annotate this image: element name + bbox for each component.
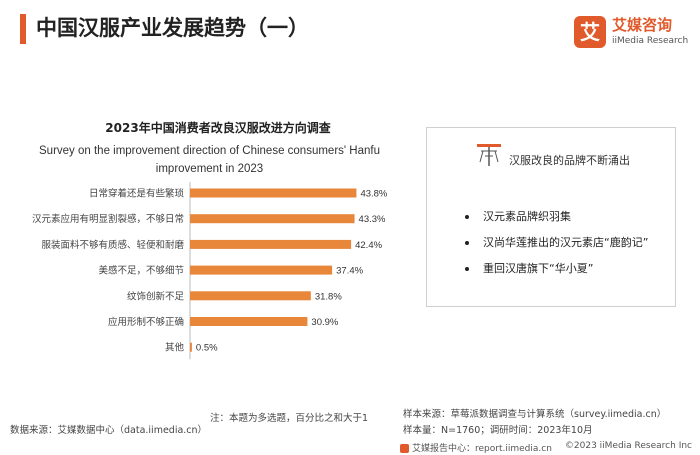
- logo-en-text: iiMedia Research: [612, 36, 689, 46]
- value-label: 0.5%: [196, 343, 218, 354]
- card-item: 汉尚华莲推出的汉元素店“鹿韵记”: [465, 234, 648, 250]
- bar: [190, 291, 311, 301]
- bar: [190, 239, 352, 249]
- report-site: 艾媒报告中心：report.iimedia.cn: [400, 441, 552, 454]
- bar-chart: 日常穿着还是有些繁琐 43.8% 汉元素应用有明显割裂感，不够日常 43.3% 服装面料…: [32, 182, 388, 360]
- bullet-icon: [465, 241, 469, 245]
- footer-bar: 艾媒报告中心：report.iimedia.cn ©2023 iiMedia R…: [0, 441, 700, 455]
- logo-badge: 艾: [574, 16, 606, 48]
- value-label: 30.9%: [311, 317, 338, 328]
- value-label: 37.4%: [336, 266, 363, 277]
- iimedia-logo: 艾 艾媒咨询 iiMedia Research: [574, 14, 692, 54]
- copyright: ©2023 iiMedia Research Inc: [564, 441, 692, 451]
- category-label: 应用形制不够正确: [108, 316, 184, 328]
- bullet-icon: [465, 267, 469, 271]
- footnote: 注：本题为多选题，百分比之和大于1: [210, 413, 369, 424]
- card-item: 汉元素品牌织羽集: [465, 208, 571, 224]
- category-label: 美感不足，不够细节: [98, 265, 184, 277]
- category-label: 服装面料不够有质感、轻便和耐磨: [41, 239, 184, 251]
- brand-card: 汉服改良的品牌不断涌出 汉元素品牌织羽集 汉尚华莲推出的汉元素店“鹿韵记” 重回…: [426, 127, 676, 307]
- category-label: 汉元素应用有明显割裂感，不够日常: [32, 213, 184, 225]
- title-accent-bar: [20, 14, 26, 44]
- value-label: 31.8%: [315, 291, 342, 302]
- category-label: 日常穿着还是有些繁琐: [89, 188, 185, 200]
- category-label: 纹饰创新不足: [127, 290, 185, 302]
- bullet-icon: [465, 215, 469, 219]
- bar: [190, 188, 357, 198]
- sample-info: 样本量：N=1760；调研时间：2023年10月: [403, 425, 593, 436]
- category-label: 其他: [165, 342, 185, 354]
- chart-subtitle: Survey on the improvement direction of C…: [39, 145, 380, 175]
- data-source: 数据来源：艾媒数据中心（data.iimedia.cn）: [10, 425, 208, 436]
- bar: [190, 214, 355, 224]
- value-label: 43.3%: [359, 214, 386, 225]
- chart-title: 2023年中国消费者改良汉服改进方向调查: [105, 121, 331, 135]
- logo-cn-text: 艾媒咨询: [612, 16, 673, 34]
- sample-source: 样本来源：草莓派数据调查与计算系统（survey.iimedia.cn）: [403, 409, 667, 420]
- bar: [190, 342, 192, 352]
- report-center-icon: [400, 444, 409, 453]
- value-label: 42.4%: [355, 240, 382, 251]
- page-title: 中国汉服产业发展趋势（一）: [36, 16, 309, 40]
- card-heading: 汉服改良的品牌不断涌出: [509, 154, 630, 167]
- value-label: 43.8%: [360, 189, 387, 200]
- card-item: 重回汉唐旗下“华小夏”: [465, 260, 593, 276]
- loom-icon: [477, 144, 501, 166]
- bar: [190, 265, 333, 275]
- bar: [190, 317, 308, 326]
